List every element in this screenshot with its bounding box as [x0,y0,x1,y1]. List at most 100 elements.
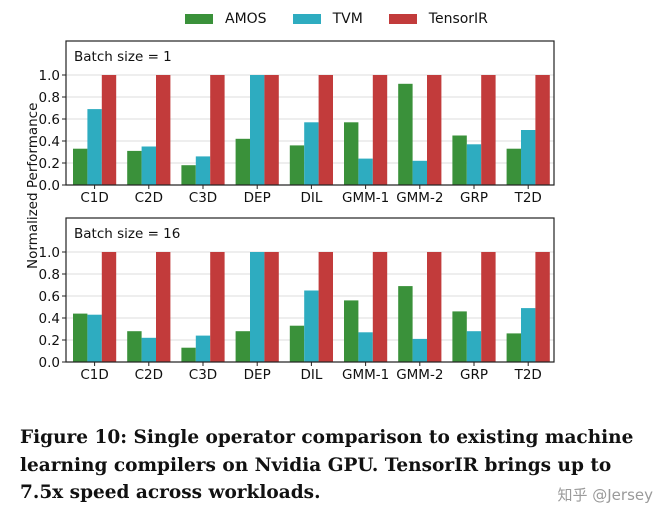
legend-item-amos: AMOS [185,11,267,27]
bar-tensorir-dep [264,252,279,362]
bar-tvm-dil [304,122,319,185]
legend-label: TVM [332,11,363,27]
bar-amos-grp [452,311,467,362]
bar-amos-gmm-2 [398,83,413,185]
bar-tensorir-grp [481,252,496,362]
bar-tvm-grp [466,331,482,362]
bar-tvm-c1d [87,109,102,185]
y-tick-label: 0.4 [39,134,60,150]
y-tick-label: 0.8 [39,267,60,283]
x-tick-label: GMM-1 [342,367,389,383]
x-tick-label: C2D [135,367,163,383]
bar-tvm-grp [466,144,482,185]
bar-tensorir-c2d [156,75,171,185]
bar-amos-t2d [506,148,521,185]
legend-label: TensorIR [428,11,488,27]
x-tick-label: GMM-2 [396,367,443,383]
bar-amos-dep [235,331,250,362]
bar-tvm-dil [304,290,319,362]
x-tick-label: DEP [244,190,271,206]
bar-tensorir-c2d [156,252,171,362]
figure-caption: Figure 10: Single operator comparison to… [20,427,634,503]
bar-tvm-c3d [195,335,211,362]
y-tick-label: 0.0 [39,355,60,371]
bar-tensorir-t2d [535,75,550,185]
bar-amos-c1d [73,313,88,362]
plot-frame [65,217,555,363]
legend-item-tvm: TVM [292,11,363,27]
x-tick-label: C1D [80,367,108,383]
bar-amos-c1d [73,148,88,185]
y-tick-label: 0.4 [39,311,60,327]
bar-tvm-dep [250,75,265,185]
bar-tensorir-dil [318,75,333,185]
bar-amos-c3d [181,165,196,185]
bar-amos-gmm-2 [398,286,413,362]
y-tick-label: 0.0 [39,178,60,194]
bar-tensorir-dep [264,75,279,185]
bar-tensorir-c1d [101,252,117,362]
y-tick-label: 1.0 [39,245,60,261]
bar-amos-gmm-1 [344,300,359,362]
x-tick-label: GRP [460,190,488,206]
bar-tvm-c2d [141,337,156,362]
bar-tensorir-t2d [535,252,550,362]
bar-tensorir-c3d [210,252,225,362]
x-tick-label: T2D [514,190,542,206]
plot-frame [65,40,555,186]
watermark: 知乎 @Jersey [557,486,653,504]
x-tick-label: DIL [300,367,322,383]
legend-swatch-amos [185,14,213,24]
bar-tvm-gmm-1 [358,332,373,362]
legend-item-tensorir: TensorIR [388,11,488,27]
legend: AMOS TVM TensorIR [185,11,514,27]
bar-tensorir-dil [318,252,333,362]
x-tick-label: GRP [460,367,488,383]
bar-amos-dil [289,145,305,185]
bar-tvm-c1d [87,314,102,362]
bar-tvm-gmm-1 [358,158,373,185]
bar-amos-c3d [181,347,196,362]
x-tick-label: T2D [514,367,542,383]
bar-amos-dil [289,325,305,362]
x-tick-label: DEP [244,367,271,383]
bar-tensorir-c1d [101,75,117,185]
x-tick-label: C3D [189,190,217,206]
legend-label: AMOS [225,11,267,27]
bar-amos-gmm-1 [344,122,359,185]
bar-charts: 0.0 0.2 0.4 0.6 0.8 1.0 C1D C2D C3D DEP DIL GMM-1 GM… [39,40,555,383]
legend-swatch-tensorir [388,14,417,24]
bar-tensorir-gmm-1 [372,75,388,185]
bar-tvm-t2d [521,308,536,362]
bar-amos-grp [452,135,467,185]
bar-tensorir-gmm-1 [372,252,388,362]
y-tick-label: 0.8 [39,90,60,106]
bar-amos-t2d [506,333,521,362]
panel-title: Batch size = 16 [74,226,180,242]
panel-title: Batch size = 1 [74,49,172,65]
bar-tvm-t2d [521,130,536,185]
y-tick-label: 0.2 [39,333,60,349]
y-tick-label: 0.6 [39,289,60,305]
bar-tensorir-gmm-2 [427,252,442,362]
bar-amos-dep [235,138,250,185]
bar-amos-c2d [127,331,142,362]
x-tick-label: GMM-1 [342,190,389,206]
x-tick-label: C2D [135,190,163,206]
x-tick-label: GMM-2 [396,190,443,206]
y-tick-label: 0.6 [39,112,60,128]
bar-tvm-c2d [141,146,156,185]
x-tick-label: C3D [189,367,217,383]
y-tick-label: 0.2 [39,156,60,172]
x-tick-label: DIL [300,190,322,206]
legend-swatch-tvm [292,14,321,24]
bar-tensorir-gmm-2 [427,75,442,185]
bar-tensorir-grp [481,75,496,185]
bar-tvm-dep [250,252,265,362]
bar-tensorir-c3d [210,75,225,185]
bar-tvm-c3d [195,156,211,185]
y-tick-label: 1.0 [39,68,60,84]
x-tick-label: C1D [80,190,108,206]
bar-tvm-gmm-2 [412,160,427,185]
bar-amos-c2d [127,150,142,185]
